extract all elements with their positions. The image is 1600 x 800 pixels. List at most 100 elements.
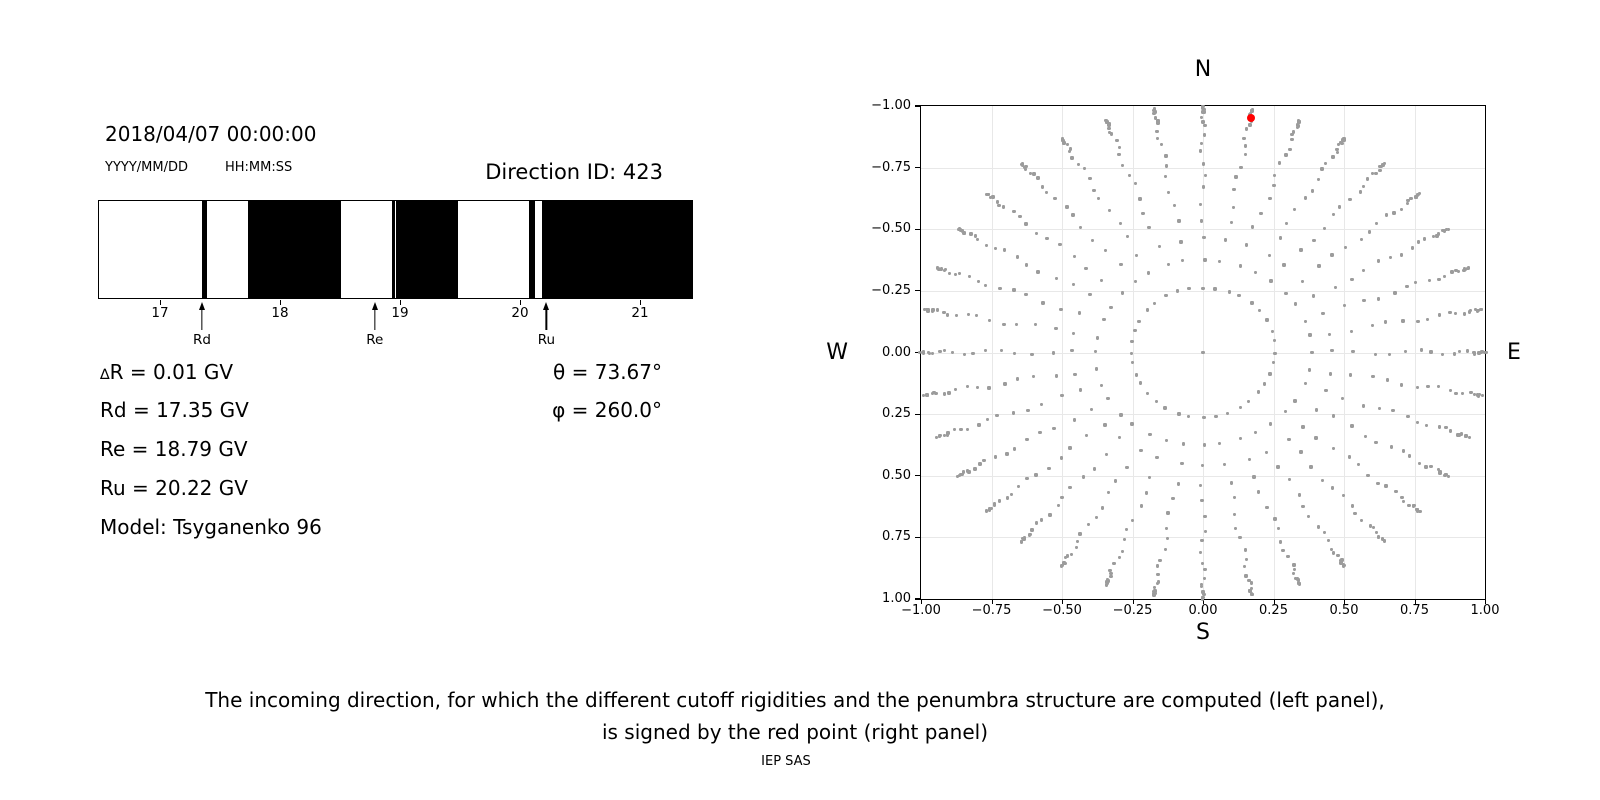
direction-dot <box>988 195 993 199</box>
direction-dot <box>1234 175 1238 179</box>
direction-dot <box>1287 477 1292 482</box>
direction-dot <box>1437 313 1442 317</box>
direction-dot <box>1034 231 1039 236</box>
direction-dot <box>1400 495 1404 500</box>
direction-dot <box>1385 378 1390 382</box>
x-tick-label: 0.75 <box>1400 603 1429 618</box>
direction-dot <box>1081 475 1086 479</box>
direction-dot <box>1095 336 1100 340</box>
direction-dot <box>1158 244 1162 249</box>
direction-dot <box>1314 408 1318 412</box>
direction-dot <box>1166 511 1170 515</box>
direction-dot <box>1342 563 1346 568</box>
direction-dot <box>1247 578 1251 583</box>
direction-dot <box>1437 232 1441 236</box>
direction-dot <box>1358 190 1362 194</box>
direction-dot <box>1059 456 1063 460</box>
direction-dot <box>1301 504 1305 509</box>
direction-dot <box>1130 518 1135 523</box>
direction-dot <box>1482 350 1487 355</box>
compass-east-label: E <box>1507 340 1521 365</box>
direction-dot <box>1453 311 1458 316</box>
direction-dot <box>1259 212 1263 216</box>
direction-dot <box>1347 455 1352 459</box>
ru-value: Ru = 20.22 GV <box>100 476 248 500</box>
direction-dot <box>1297 493 1301 497</box>
direction-dot <box>1180 461 1184 466</box>
direction-dot <box>938 349 942 354</box>
direction-dot <box>1166 262 1171 267</box>
direction-dot <box>1232 495 1237 500</box>
direction-dot <box>1452 352 1457 356</box>
direction-dot <box>1262 382 1267 386</box>
direction-dot <box>1125 234 1130 239</box>
direction-dot <box>1139 448 1143 453</box>
direction-dot <box>1269 279 1273 283</box>
direction-dot <box>984 348 988 353</box>
y-tick-label: 0.00 <box>882 344 911 360</box>
direction-dot <box>1002 248 1007 252</box>
direction-dot <box>1248 589 1252 593</box>
direction-dot <box>990 195 994 199</box>
direction-dot <box>1022 537 1026 541</box>
direction-dot <box>1294 576 1298 581</box>
direction-dot <box>1054 326 1058 331</box>
direction-dot <box>1238 535 1242 540</box>
direction-dot <box>1309 465 1313 469</box>
direction-dot <box>1415 508 1419 512</box>
direction-dot <box>1141 211 1145 216</box>
direction-dot <box>1339 558 1343 563</box>
direction-dot <box>1199 141 1203 146</box>
penumbra-tick-label: 17 <box>151 305 169 321</box>
x-tick <box>1344 599 1346 604</box>
direction-dot <box>1366 473 1370 478</box>
direction-dot <box>1070 156 1074 160</box>
direction-dot <box>1104 452 1109 457</box>
direction-dot <box>1082 167 1087 171</box>
direction-dot <box>1258 308 1262 312</box>
direction-dot <box>1438 471 1442 476</box>
direction-dot <box>1177 219 1181 223</box>
direction-dot <box>1107 130 1112 135</box>
direction-dot <box>1399 253 1403 257</box>
direction-dot <box>1378 168 1382 173</box>
direction-dot <box>1330 253 1334 257</box>
direction-dot <box>1202 416 1206 420</box>
direction-dot <box>1381 537 1385 542</box>
direction-dot <box>1419 348 1423 352</box>
direction-dot <box>982 458 986 463</box>
direction-dot <box>947 271 951 276</box>
direction-dot <box>1444 426 1448 430</box>
direction-dot <box>1109 132 1114 136</box>
direction-dot <box>1199 219 1203 223</box>
direction-dot <box>1106 397 1110 401</box>
direction-dot <box>1002 322 1006 326</box>
direction-dot <box>1443 229 1447 233</box>
direction-dot <box>1119 413 1123 417</box>
direction-dot <box>1117 152 1121 157</box>
direction-dot <box>1152 301 1156 305</box>
x-tick-label: 1.00 <box>1470 603 1500 618</box>
direction-dot <box>1403 350 1408 354</box>
direction-dot <box>1253 431 1258 435</box>
penumbra-tick <box>639 300 642 305</box>
direction-dot <box>1408 454 1412 458</box>
direction-dot <box>1031 375 1036 379</box>
direction-dot <box>1292 207 1297 212</box>
direction-dot <box>973 467 977 471</box>
direction-dot <box>1446 227 1450 231</box>
forbidden-band <box>542 201 693 298</box>
direction-dot <box>1473 352 1477 356</box>
direction-dot <box>1147 475 1152 479</box>
direction-dot <box>1072 418 1077 422</box>
direction-dot <box>987 318 992 323</box>
direction-dot <box>1164 293 1168 298</box>
direction-dot <box>945 433 950 437</box>
direction-dot <box>1252 475 1256 479</box>
direction-dot <box>1203 443 1207 447</box>
delta-icon: ∆ <box>100 367 110 383</box>
direction-dot <box>1244 127 1249 131</box>
direction-dot <box>1253 270 1258 274</box>
direction-dot <box>1181 442 1186 446</box>
penumbra-tick <box>399 300 402 305</box>
